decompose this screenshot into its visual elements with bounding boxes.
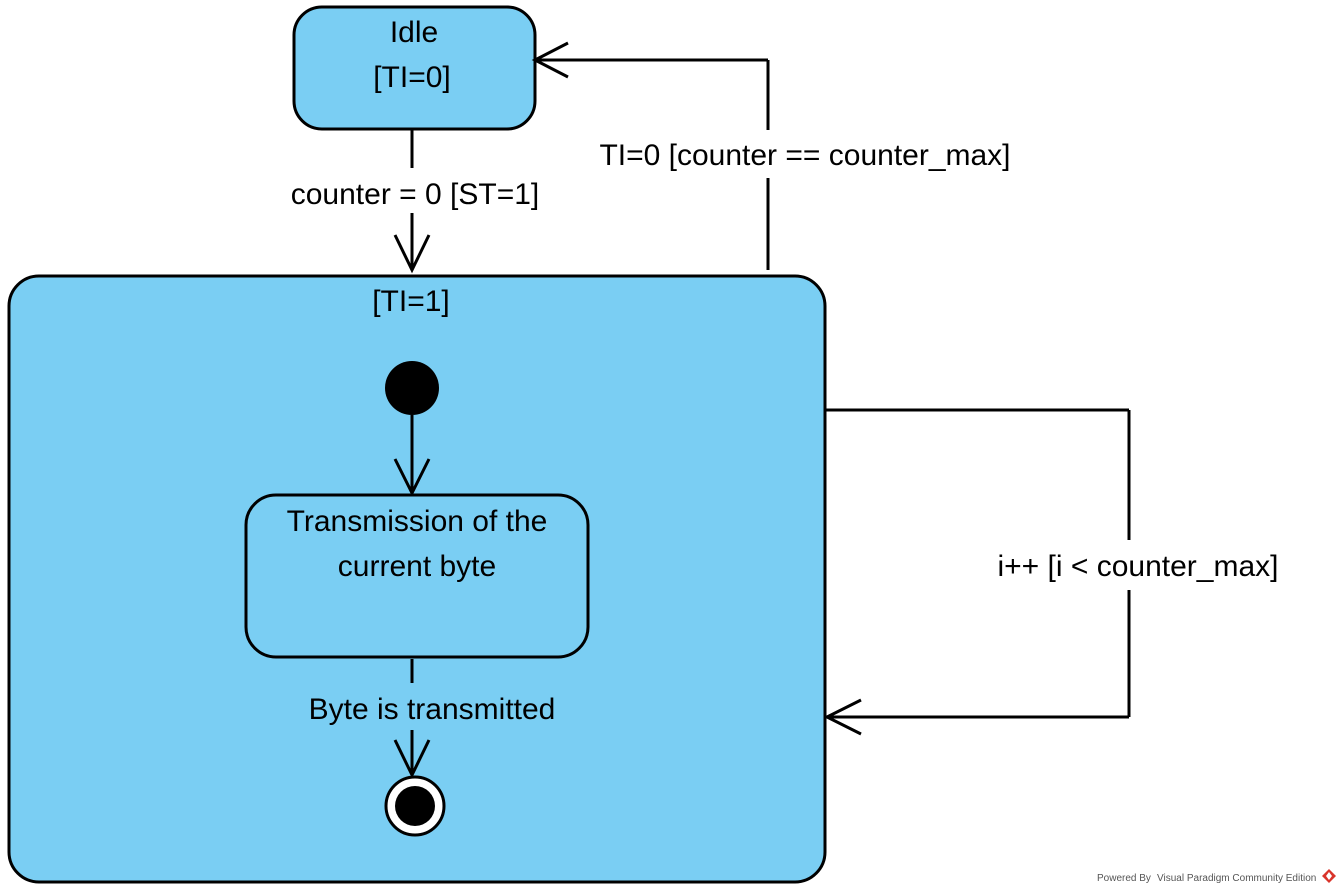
visual-paradigm-logo-icon [1322,869,1336,883]
transition-transmission-to-final-label: Byte is transmitted [309,693,556,726]
transmission-state-line1: Transmission of the [287,505,548,538]
transition-self-loop-arrowhead [823,698,862,736]
transition-self-loop[interactable]: i++ [i < counter_max] [823,408,1279,736]
initial-node[interactable] [385,361,439,415]
idle-state-box [292,5,537,131]
transition-idle-to-active[interactable]: counter = 0 [ST=1] [291,130,539,274]
transition-initial-to-transmission[interactable] [393,415,431,497]
transition-active-to-idle[interactable]: TI=0 [counter == counter_max] [531,41,1011,270]
idle-state[interactable]: Idle [TI=0] [292,5,537,131]
active-state-invariant: [TI=1] [372,285,450,318]
transition-active-to-idle-arrowhead [531,41,569,79]
watermark: Powered By Visual Paradigm Community Edi… [1097,869,1336,884]
transmission-state[interactable]: Transmission of the current byte [244,493,590,659]
idle-state-invariant: [TI=0] [373,61,451,94]
final-node-dot [395,786,435,826]
transition-idle-to-active-arrowhead [393,234,431,274]
idle-state-name: Idle [390,16,438,49]
transmission-state-box [244,493,590,659]
transition-self-loop-label: i++ [i < counter_max] [998,550,1279,583]
transition-transmission-to-final-arrowhead [393,739,431,779]
watermark-product: Visual Paradigm Community Edition [1157,873,1316,884]
transition-transmission-to-final[interactable]: Byte is transmitted [309,659,556,779]
transition-idle-to-active-label: counter = 0 [ST=1] [291,178,539,211]
transmission-state-line2: current byte [338,550,496,583]
final-node[interactable] [384,775,446,837]
transition-initial-to-transmission-arrowhead [393,458,431,497]
watermark-prefix: Powered By [1097,873,1151,884]
transition-active-to-idle-label: TI=0 [counter == counter_max] [599,139,1010,172]
